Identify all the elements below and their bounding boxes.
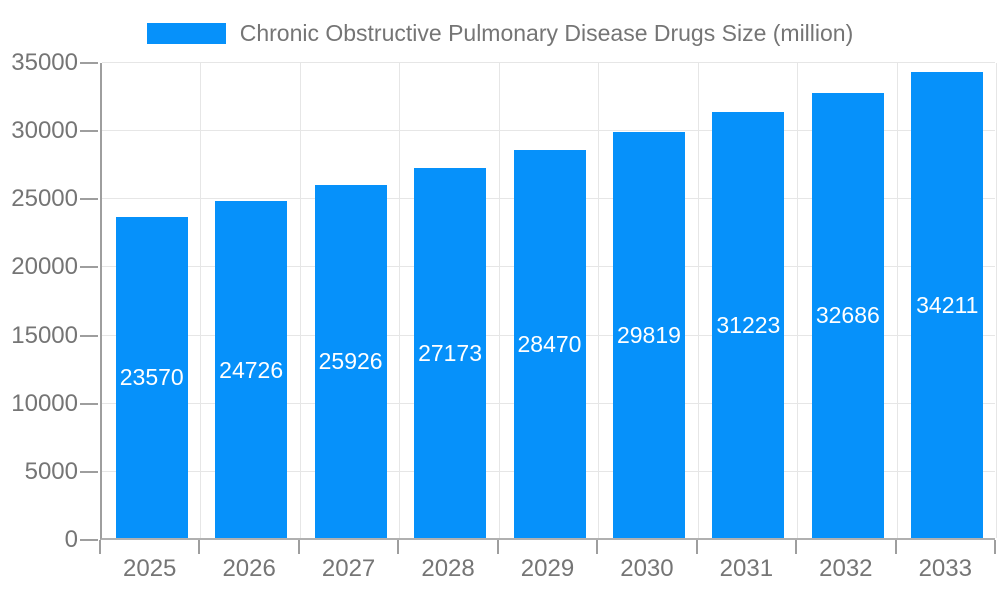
x-axis-tick — [198, 540, 201, 554]
x-axis-tick — [99, 540, 101, 554]
x-axis-tick — [695, 540, 698, 554]
x-tick-label: 2032 — [819, 555, 873, 582]
x-tick-label: 2030 — [620, 555, 674, 582]
plot-area: 23570 24726 25926 27173 28470 29819 31223 32686… — [100, 62, 997, 540]
gridline-vertical — [797, 63, 799, 538]
x-tick-label: 2026 — [222, 555, 276, 582]
bar: 32686 — [811, 92, 884, 538]
legend-label: Chronic Obstructive Pulmonary Disease Dr… — [239, 19, 854, 46]
bar: 27173 — [414, 167, 487, 538]
y-tick-label: 35000 — [11, 49, 78, 76]
y-tick-label: 25000 — [11, 185, 78, 213]
y-axis-tick — [80, 198, 98, 201]
bar: 24726 — [215, 201, 288, 538]
gridline-vertical — [598, 63, 600, 538]
y-tick-label: 30000 — [11, 117, 78, 145]
gridline-vertical — [697, 63, 699, 538]
gridline-vertical — [399, 63, 401, 538]
gridline-horizontal — [102, 62, 995, 63]
y-axis-tick — [80, 266, 98, 269]
x-axis-tick — [795, 540, 798, 554]
y-tick-label: 5000 — [24, 457, 78, 485]
y-axis-tick — [80, 402, 98, 405]
x-axis-tick — [894, 540, 897, 554]
bar: 23570 — [115, 216, 188, 538]
y-tick-label: 15000 — [11, 321, 78, 349]
x-axis-tick — [994, 540, 996, 554]
y-axis-tick — [80, 62, 98, 64]
y-axis-tick — [80, 470, 98, 473]
legend-swatch — [146, 22, 226, 44]
x-axis-tick — [496, 540, 499, 554]
gridline-vertical — [200, 63, 202, 538]
gridline-vertical — [896, 63, 898, 538]
bar: 28470 — [513, 150, 586, 538]
bar-value-label: 25926 — [318, 348, 383, 375]
x-tick-label: 2027 — [321, 555, 376, 582]
x-axis-tick — [397, 540, 400, 554]
y-tick-label: 20000 — [11, 253, 78, 281]
y-axis-tick — [80, 539, 98, 541]
bar-value-label: 31223 — [716, 312, 781, 339]
x-axis-tick — [596, 540, 599, 554]
bar: 25926 — [314, 184, 387, 538]
bar-value-label: 24726 — [219, 356, 284, 383]
x-tick-label: 2028 — [421, 555, 475, 582]
x-axis-tick — [297, 540, 300, 554]
x-tick-label: 2031 — [719, 555, 774, 582]
x-tick-label: 2033 — [918, 555, 972, 582]
x-tick-label: 2029 — [520, 555, 575, 582]
y-axis-tick — [80, 334, 98, 337]
bar-value-label: 29819 — [616, 321, 681, 348]
bar-value-label: 32686 — [815, 302, 880, 329]
bar-value-label: 34211 — [916, 291, 979, 318]
gridline-horizontal — [102, 130, 995, 132]
gridline-vertical — [996, 63, 997, 538]
bar-value-label: 28470 — [517, 331, 582, 357]
chart-legend: Chronic Obstructive Pulmonary Disease Dr… — [0, 20, 1000, 46]
y-axis-tick — [80, 130, 98, 133]
bar: 29819 — [612, 131, 685, 538]
bar: 31223 — [712, 112, 785, 538]
bar-value-label: 23570 — [119, 364, 184, 391]
y-tick-label: 0 — [64, 526, 78, 553]
gridline-vertical — [498, 63, 500, 538]
y-tick-label: 10000 — [11, 389, 78, 417]
gridline-vertical — [299, 63, 301, 538]
bar: 34211 — [911, 71, 984, 538]
x-tick-label: 2025 — [123, 555, 177, 582]
bar-value-label: 27173 — [418, 339, 483, 366]
